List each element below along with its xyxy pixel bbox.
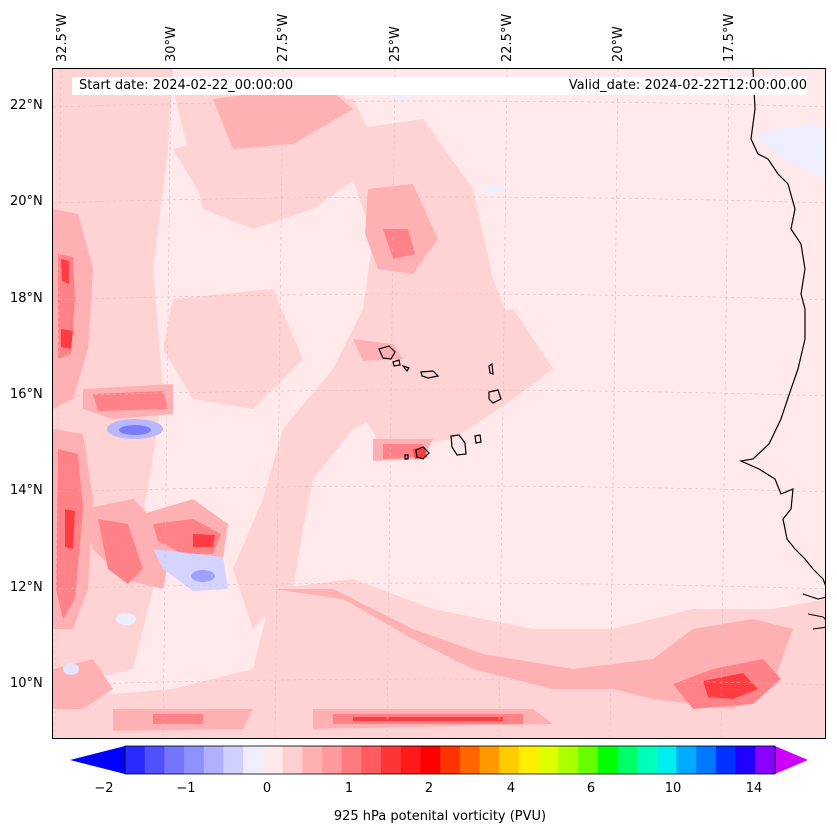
colorbar-cell [164,746,185,774]
colorbar-cell [420,746,441,774]
lon-label: 25°W [388,26,403,62]
colorbar-cell [597,746,618,774]
colorbar-cell [381,746,402,774]
lon-label: 20°W [611,26,626,62]
lat-label: 10°N [10,676,43,691]
colorbar-cell [459,746,481,774]
colorbar-cell [696,746,717,774]
colorbar-extend-high [775,746,808,774]
colorbar-cell [755,746,776,774]
africa-coastline [738,69,825,586]
colorbar-cell [144,746,165,774]
map-panel [52,68,826,739]
colorbar-extend-low [70,746,125,774]
colorbar-cell [715,746,737,774]
colorbar-cell [400,746,421,774]
colorbar-cell [361,746,382,774]
colorbar-cell [558,746,579,774]
pv-contours-negative [63,93,825,675]
lon-label: 27.5°W [276,13,291,62]
lat-label: 16°N [10,387,43,402]
lon-label: 22.5°W [500,13,515,62]
colorbar-tick: 14 [745,781,763,796]
colorbar-cell [243,746,264,774]
colorbar-cell [302,746,323,774]
colorbar-cell [440,746,461,774]
lat-label: 14°N [10,483,43,498]
colorbar-tick: 0 [262,781,272,796]
coast-detail [802,593,825,630]
colorbar-cell [617,746,638,774]
colorbar-tick: 6 [586,781,596,796]
colorbar-cell [262,746,284,774]
valid-date-label: Valid_date: 2024-02-22T12:00:00.00 [568,78,807,93]
colorbar-cell [125,746,146,774]
colorbar-cell [184,746,205,774]
colorbar-tick: −2 [94,781,114,796]
lat-label: 18°N [10,291,43,306]
colorbar-tick: 4 [506,781,516,796]
lon-label: 17.5°W [722,13,737,62]
lat-label: 20°N [10,194,43,209]
colorbar-cell [203,746,224,774]
pv-field-map [53,69,825,738]
colorbar-cell [735,746,756,774]
colorbar-tick: 2 [424,781,434,796]
cape-verde-islands [378,345,502,460]
colorbar-tick: 10 [664,781,682,796]
colorbar-cell [518,746,540,774]
colorbar-cells [125,746,776,774]
graticule [53,69,825,738]
colorbar-cell [578,746,599,774]
info-box [72,77,807,95]
colorbar-outline [124,745,776,775]
colorbar-cell [479,746,500,774]
colorbar-cell [637,746,658,774]
colorbar-tick: 1 [344,781,354,796]
colorbar-title: 925 hPa potenital vorticity (PVU) [333,809,547,824]
colorbar-cell [223,746,244,774]
lon-label: 30°W [164,26,179,62]
start-date-label: Start date: 2024-02-22_00:00:00 [79,78,294,93]
lat-label: 22°N [10,98,43,113]
colorbar-cell [538,746,559,774]
colorbar-tick: −1 [176,781,196,796]
lat-label: 12°N [10,580,43,595]
colorbar-cell [499,746,520,774]
colorbar-cell [282,746,303,774]
colorbar-cell [676,746,697,774]
colorbar-cell [341,746,362,774]
lon-label: 32.5°W [55,13,70,62]
colorbar-cell [321,746,343,774]
colorbar-cell [656,746,678,774]
pv-contours-core [61,259,758,721]
colorbar [70,745,808,775]
